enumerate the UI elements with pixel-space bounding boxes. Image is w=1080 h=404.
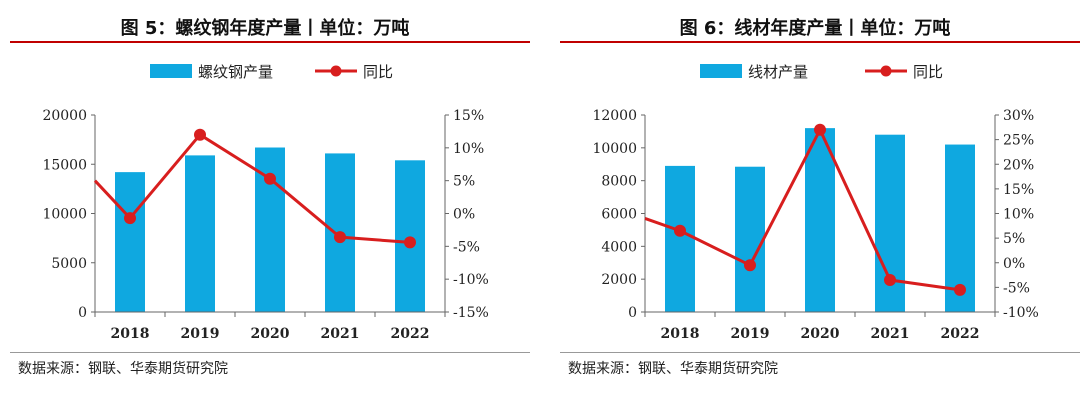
- x-tick-label-2018: 2018: [111, 326, 150, 342]
- bar-2019: [185, 155, 215, 312]
- x-tick-label-2019: 2019: [181, 326, 220, 342]
- y-right-tick-label: 0%: [453, 207, 475, 223]
- legend-label-line: 同比: [363, 63, 393, 81]
- y-right-tick-label: 10%: [453, 141, 484, 157]
- y-left-tick-label: 4000: [601, 239, 637, 255]
- chart-source: 数据来源：钢联、华泰期货研究院: [18, 361, 228, 377]
- x-tick-label-2021: 2021: [321, 326, 360, 342]
- yoy-point-2021: [884, 273, 896, 286]
- y-left-tick-label: 10000: [42, 207, 87, 223]
- chart-plot-rebar: 螺纹钢产量 同比 0 5000 10000 15000 20000 -15% -10% -5% 0%…: [42, 63, 489, 342]
- y-right-tick-label: 0%: [1003, 256, 1025, 272]
- y-left-tick-label: 2000: [601, 272, 637, 288]
- bar-2020: [805, 128, 835, 312]
- legend-label-line: 同比: [913, 63, 943, 81]
- bar-2022: [395, 160, 425, 312]
- yoy-point-2018: [674, 224, 686, 237]
- yoy-point-2019: [194, 128, 206, 141]
- yoy-point-2019: [744, 259, 756, 272]
- legend-bar-swatch: [700, 64, 742, 78]
- bar-2018: [665, 165, 695, 312]
- x-tick-label-2022: 2022: [391, 326, 430, 342]
- y-right-tick-label: 15%: [1003, 182, 1034, 198]
- title-divider: [10, 41, 530, 43]
- x-tick-label-2020: 2020: [251, 326, 290, 342]
- y-left-tick-label: 10000: [592, 141, 637, 157]
- y-right-tick-label: -5%: [453, 239, 480, 255]
- y-left-tick-label: 15000: [42, 157, 87, 173]
- legend-bar-swatch: [150, 64, 192, 78]
- title-divider: [560, 41, 1080, 43]
- y-right-tick-label: -15%: [453, 305, 489, 321]
- y-right-tick-label: 25%: [1003, 133, 1034, 149]
- yoy-point-2022: [954, 283, 966, 296]
- x-tick-label-2021: 2021: [871, 326, 910, 342]
- source-divider: [560, 352, 1080, 353]
- yoy-point-2018: [124, 212, 136, 225]
- source-divider: [10, 352, 530, 353]
- chart-source: 数据来源：钢联、华泰期货研究院: [568, 361, 778, 377]
- chart-panel-wire-rod: 图 6：线材年度产量丨单位：万吨 线材产量 同比 0 2000 4000 6000 8000…: [550, 0, 1080, 404]
- y-right-tick-label: -10%: [1003, 305, 1039, 321]
- y-right-tick-label: -5%: [1003, 280, 1030, 296]
- y-right-tick-label: 5%: [1003, 231, 1025, 247]
- yoy-point-2020: [814, 123, 826, 136]
- legend-label-bar: 螺纹钢产量: [198, 63, 273, 81]
- yoy-line: [93, 133, 411, 244]
- legend-line-marker: [330, 65, 342, 77]
- chart-panel-rebar: 图 5：螺纹钢年度产量丨单位：万吨 螺纹钢产量 同比 0 5000 10000 15000…: [0, 0, 530, 404]
- y-left-tick-label: 5000: [51, 256, 87, 272]
- x-tick-label-2019: 2019: [731, 326, 770, 342]
- chart-title: 图 5：螺纹钢年度产量丨单位：万吨: [120, 18, 410, 39]
- yoy-point-2022: [404, 236, 416, 249]
- y-left-tick-label: 12000: [592, 108, 637, 124]
- yoy-point-2021: [334, 231, 346, 244]
- y-left-tick-label: 20000: [42, 108, 87, 124]
- chart-title: 图 6：线材年度产量丨单位：万吨: [679, 18, 951, 39]
- yoy-point-2020: [264, 172, 276, 185]
- y-right-tick-label: -10%: [453, 272, 489, 288]
- legend-line-marker: [880, 65, 892, 77]
- chart-plot-wire-rod: 线材产量 同比 0 2000 4000 6000 8000 10000 12000 -10% -5%…: [592, 63, 1039, 342]
- y-left-tick-label: 0: [78, 305, 87, 321]
- x-tick-label-2022: 2022: [941, 326, 980, 342]
- legend-label-bar: 线材产量: [748, 63, 808, 81]
- y-right-tick-label: 20%: [1003, 157, 1034, 173]
- bar-2018: [115, 172, 145, 312]
- y-left-tick-label: 6000: [601, 207, 637, 223]
- y-left-tick-label: 8000: [601, 174, 637, 190]
- x-tick-label-2020: 2020: [801, 326, 840, 342]
- y-left-tick-label: 0: [628, 305, 637, 321]
- y-right-tick-label: 15%: [453, 108, 484, 124]
- x-tick-label-2018: 2018: [661, 326, 700, 342]
- bar-2019: [735, 166, 765, 312]
- y-right-tick-label: 30%: [1003, 108, 1034, 124]
- y-right-tick-label: 10%: [1003, 207, 1034, 223]
- yoy-line: [644, 128, 961, 292]
- y-right-tick-label: 5%: [453, 174, 475, 190]
